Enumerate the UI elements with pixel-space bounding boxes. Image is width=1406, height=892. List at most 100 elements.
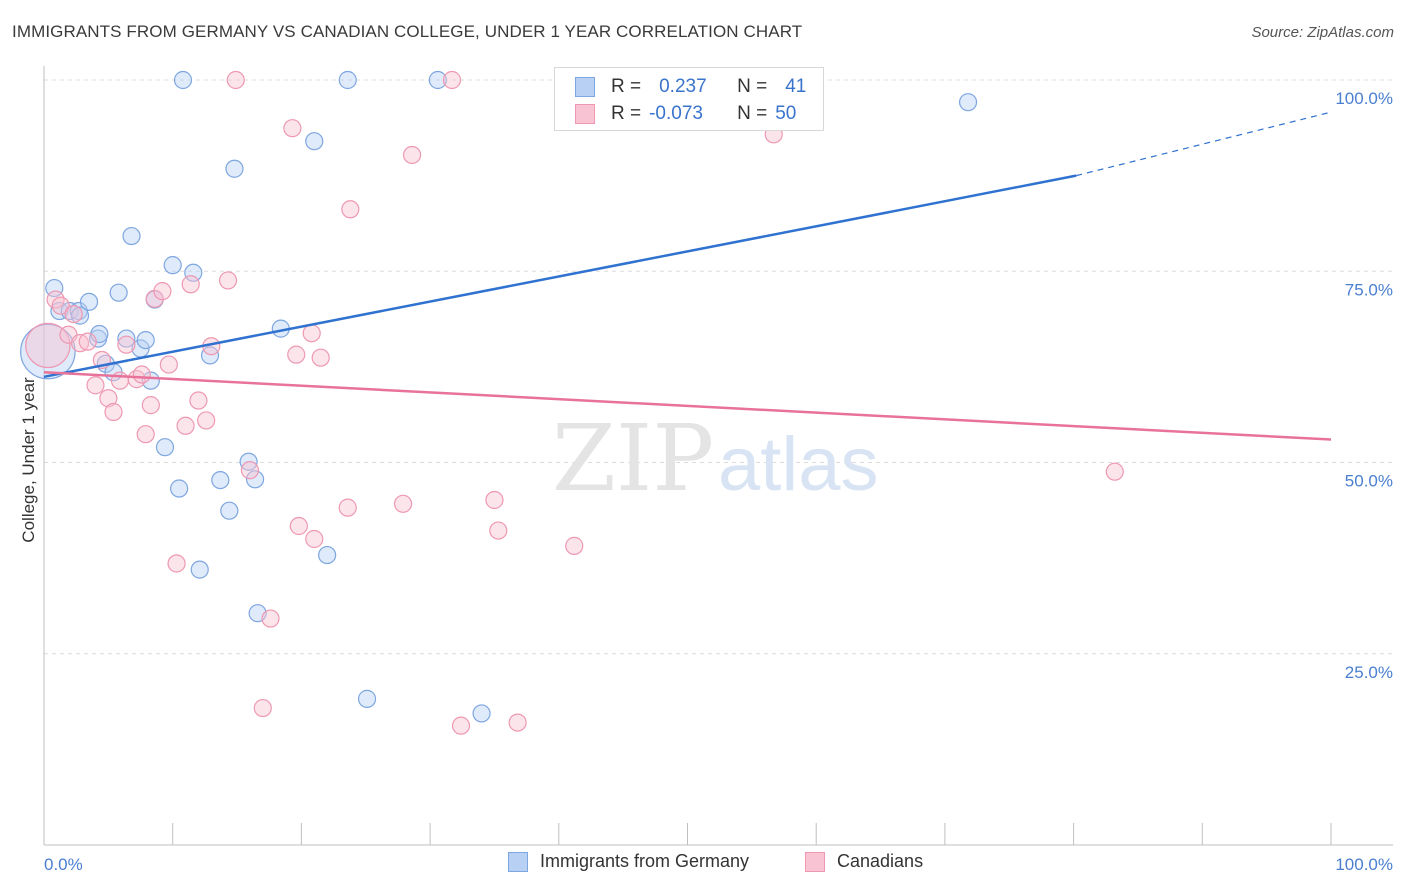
point-canadians (117, 335, 136, 354)
point-germany (428, 70, 447, 90)
point-canadians (341, 200, 360, 219)
point-canadians (338, 498, 357, 517)
point-canadians (167, 554, 186, 573)
point-canadians (283, 119, 302, 138)
legend-swatch-blue (575, 77, 595, 97)
point-germany (338, 70, 357, 90)
legend-n-label: N = (737, 103, 768, 124)
point-germany (173, 70, 193, 90)
point-canadians (153, 282, 172, 301)
point-germany (136, 331, 155, 350)
chart-title: IMMIGRANTS FROM GERMANY VS CANADIAN COLL… (12, 22, 803, 41)
point-canadians (508, 713, 527, 732)
point-germany (472, 704, 491, 723)
legend-r-value: 0.237 (659, 76, 707, 97)
legend-n-label: N = (737, 76, 768, 97)
point-germany (109, 283, 128, 302)
point-germany (155, 438, 175, 457)
y-axis-title: College, Under 1 year (19, 377, 38, 543)
legend-r-value: -0.073 (649, 103, 703, 124)
point-germany (70, 306, 90, 325)
point-germany (117, 329, 136, 348)
legend-row-germany: R = 0.237 N = 41 (575, 74, 806, 100)
watermark-atlas: atlas (718, 422, 879, 507)
point-canadians (51, 296, 70, 315)
watermark-zip: ZIP (552, 405, 714, 512)
y-tick-label: 75.0% (1345, 280, 1393, 299)
point-germany (357, 689, 377, 708)
point-canadians (159, 355, 178, 374)
point-canadians (141, 396, 160, 415)
axis-labels: 100.0% 75.0% 50.0% 25.0% 0.0% 100.0% College, … (19, 89, 1393, 874)
point-canadians (136, 425, 155, 444)
point-canadians (78, 332, 97, 351)
x-tick-label: 100.0% (1335, 855, 1393, 874)
bottom-legend-label: Canadians (837, 851, 924, 871)
y-tick-label: 100.0% (1335, 89, 1393, 108)
point-canadians (64, 304, 83, 324)
gridlines (44, 79, 1393, 655)
point-germany (190, 560, 209, 579)
point-germany (20, 323, 76, 380)
legend-n-value: 50 (775, 103, 797, 124)
point-germany (79, 292, 99, 311)
legend-r-label: R = (611, 76, 642, 97)
point-canadians (104, 402, 123, 422)
point-canadians (305, 529, 324, 549)
point-canadians (218, 271, 238, 290)
y-tick-label: 50.0% (1345, 472, 1393, 491)
correlation-legend: R = 0.237 N = 41 R = -0.073 N = 50 (554, 67, 824, 131)
point-germany (220, 501, 239, 520)
point-germany (225, 159, 244, 178)
point-germany (200, 346, 220, 365)
point-germany (245, 470, 265, 489)
bottom-legend-label: Immigrants from Germany (540, 851, 750, 871)
point-canadians (287, 345, 306, 364)
point-canadians (1105, 462, 1124, 481)
point-canadians (442, 70, 462, 90)
point-canadians (302, 324, 321, 343)
point-germany (122, 226, 141, 246)
point-canadians (70, 334, 90, 353)
point-canadians (451, 716, 471, 735)
point-canadians (25, 322, 71, 369)
point-germany (184, 263, 203, 282)
point-canadians (489, 521, 508, 540)
y-tick-label: 25.0% (1345, 663, 1393, 682)
point-canadians (485, 490, 504, 510)
point-canadians (176, 416, 195, 435)
bottom-legend-germany: Immigrants from Germany (508, 851, 749, 872)
point-canadians (289, 516, 308, 536)
axes (43, 66, 1393, 846)
point-canadians (145, 289, 164, 308)
point-canadians (189, 391, 208, 410)
point-canadians (99, 389, 118, 408)
point-canadians (565, 536, 584, 555)
point-canadians (181, 275, 200, 294)
watermark: ZIP atlas (552, 405, 879, 512)
point-germany (45, 278, 64, 298)
point-canadians (240, 461, 260, 480)
point-canadians (393, 494, 413, 513)
bottom-legend-canadians: Canadians (805, 851, 923, 872)
point-germany (958, 93, 978, 112)
point-germany (163, 256, 182, 275)
point-canadians (261, 609, 280, 628)
trend-line-germany-extension (1076, 111, 1332, 177)
legend-r-label: R = (611, 103, 642, 124)
bottom-legend-swatch-blue (508, 851, 528, 872)
point-canadians (226, 70, 245, 90)
x-tick-label: 0.0% (44, 855, 83, 874)
bottom-legend-swatch-pink (805, 851, 825, 872)
legend-n-value: 41 (785, 76, 807, 97)
point-germany (211, 470, 230, 490)
point-canadians (132, 365, 151, 384)
point-canadians (197, 411, 216, 430)
data-points (20, 70, 1124, 735)
point-canadians (402, 145, 422, 165)
point-germany (170, 479, 189, 498)
point-canadians (253, 698, 272, 718)
point-canadians (86, 376, 105, 395)
legend-swatch-pink (575, 104, 595, 124)
